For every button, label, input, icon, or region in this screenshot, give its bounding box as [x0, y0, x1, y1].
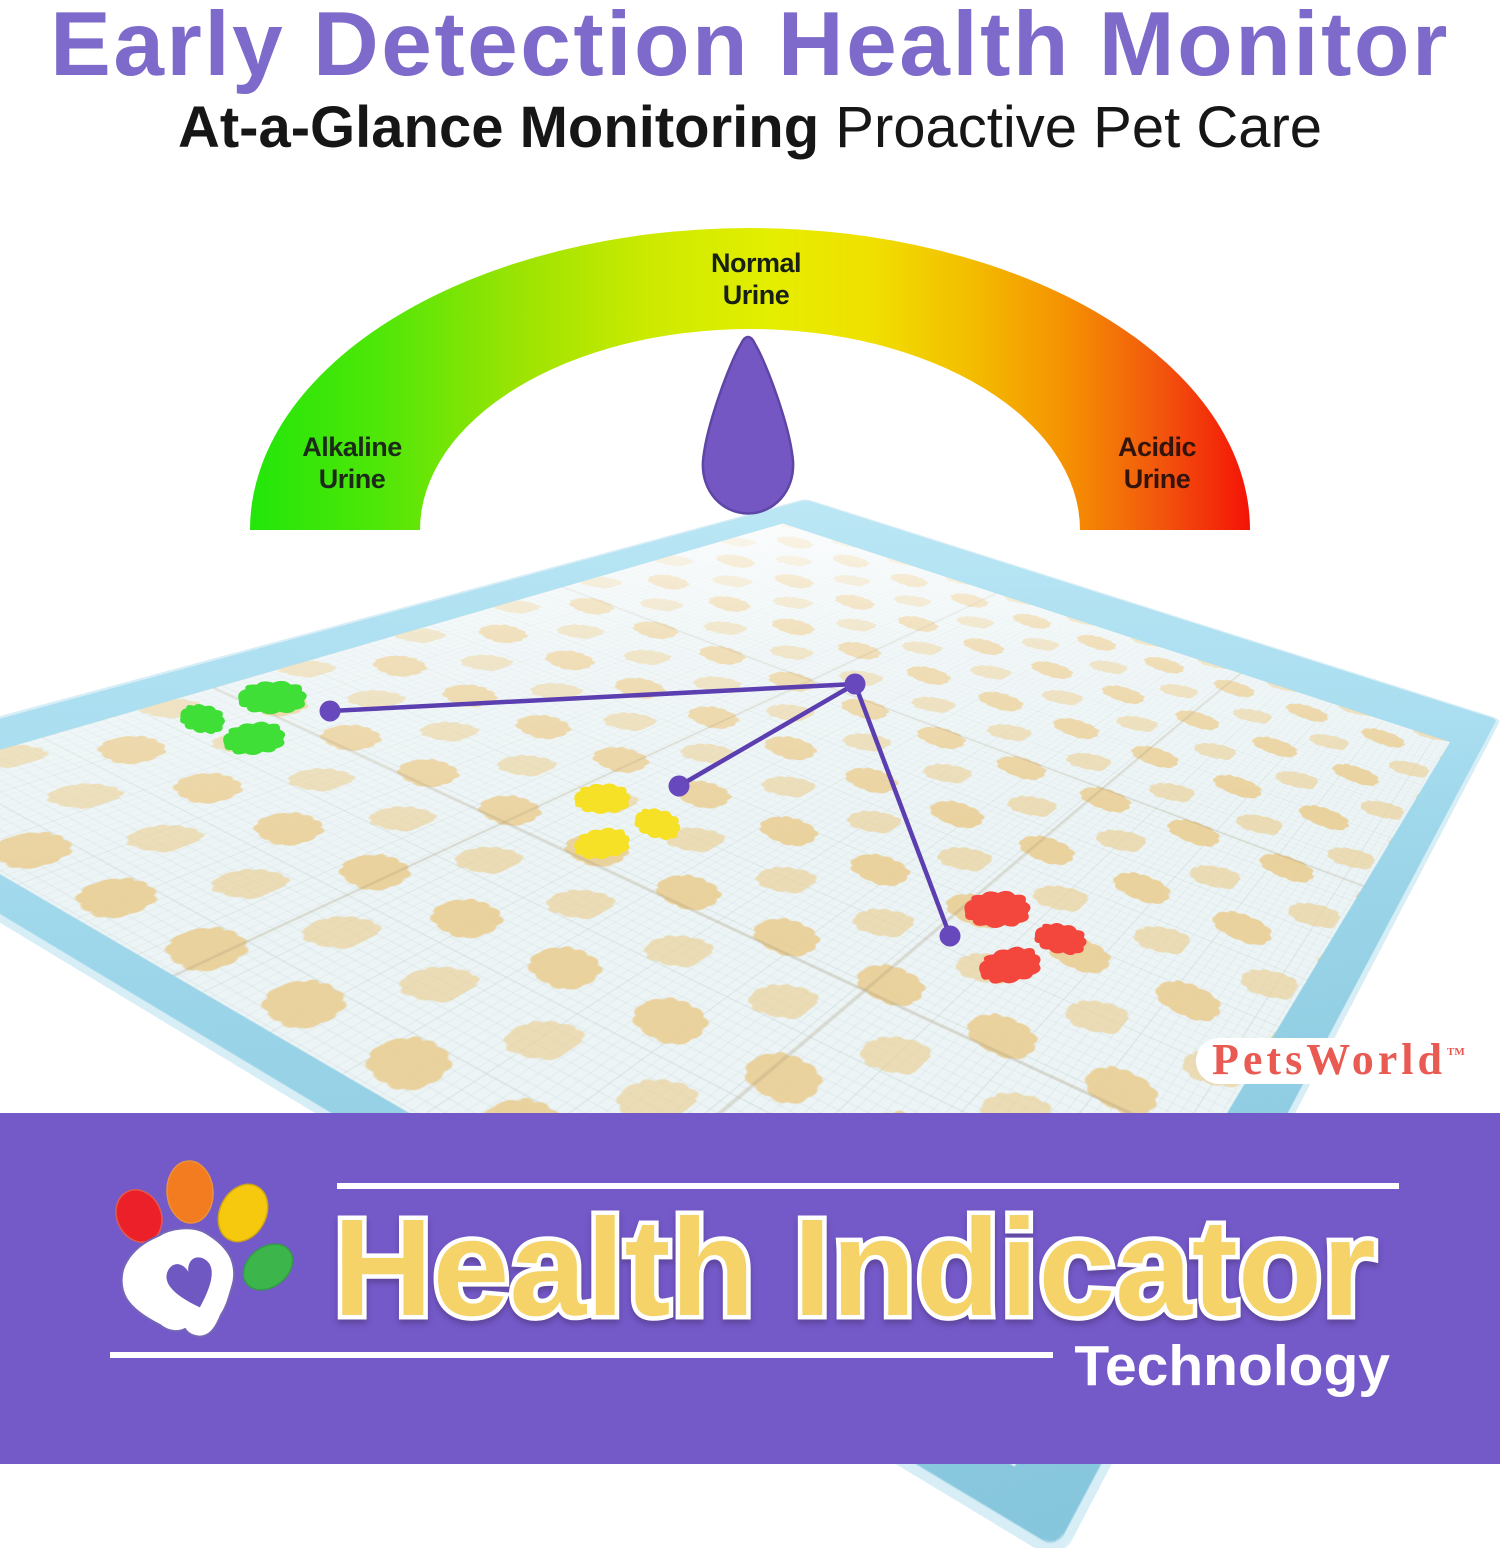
svg-text:TM: TM — [1447, 1046, 1465, 1058]
svg-text:Urine: Urine — [723, 280, 790, 310]
svg-text:Urine: Urine — [319, 464, 386, 494]
svg-text:Alkaline: Alkaline — [302, 432, 402, 462]
svg-text:PetsWorld: PetsWorld — [1212, 1035, 1442, 1084]
svg-text:Technology: Technology — [1074, 1334, 1390, 1398]
svg-text:Health Indicator: Health Indicator — [333, 1191, 1376, 1345]
svg-text:Acidic: Acidic — [1118, 432, 1197, 462]
svg-text:Urine: Urine — [1124, 464, 1191, 494]
svg-text:Normal: Normal — [711, 248, 801, 278]
